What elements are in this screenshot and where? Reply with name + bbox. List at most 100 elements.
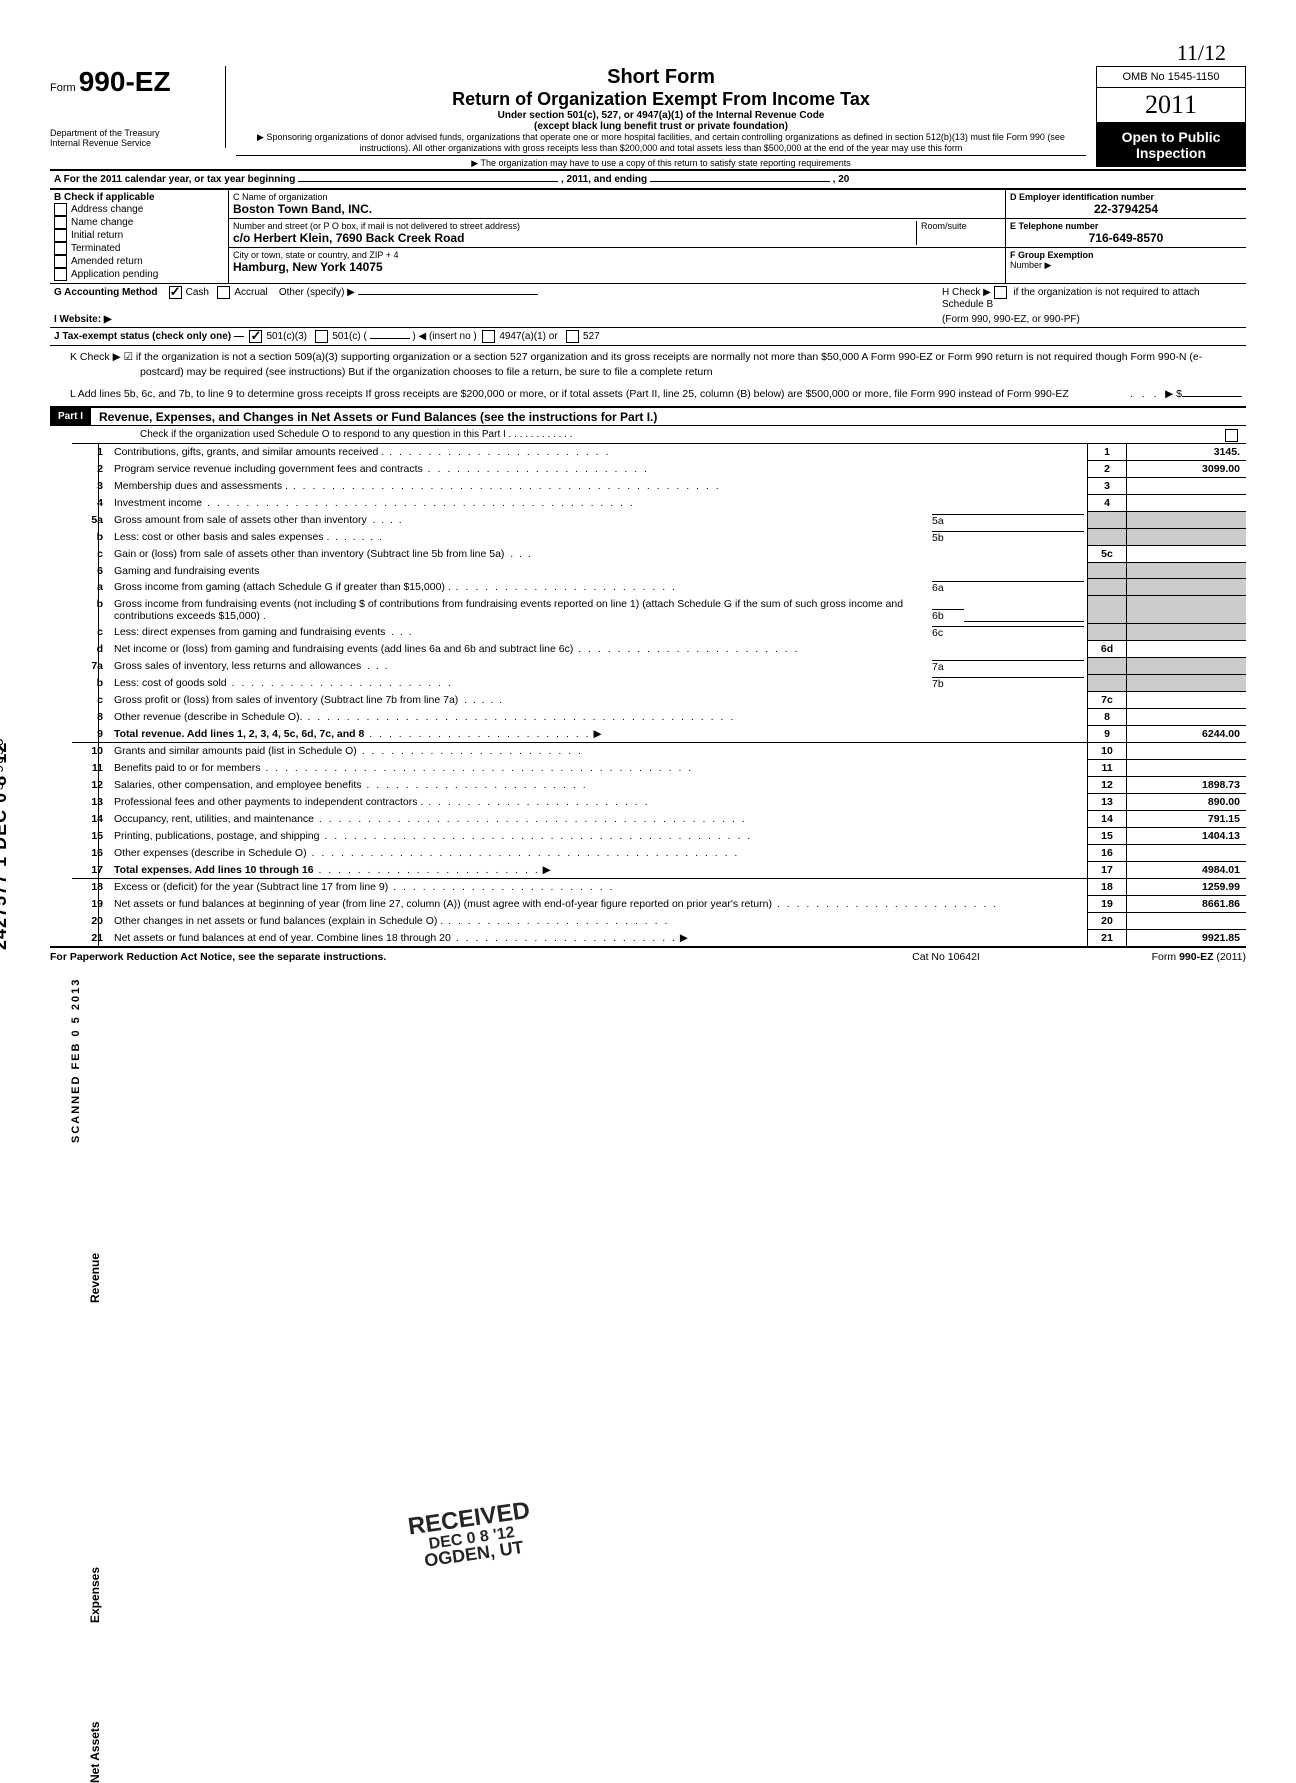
chk-4947[interactable] — [482, 330, 495, 343]
stamp-l3: OGDEN, UT — [412, 1537, 536, 1571]
row-j: J Tax-exempt status (check only one) — 5… — [50, 327, 1246, 345]
desc-17: Total expenses. Add lines 10 through 16 — [114, 864, 314, 876]
chk-initial[interactable] — [54, 229, 67, 242]
desc-7b: Less: cost of goods sold — [114, 677, 227, 689]
chk-schedule-o[interactable] — [1225, 429, 1238, 442]
rv-7c — [1127, 692, 1247, 709]
rn-10: 10 — [1088, 743, 1127, 760]
ln-21: 21 — [72, 930, 111, 947]
title-note1: ▶ Sponsoring organizations of donor advi… — [236, 132, 1086, 153]
desc-15: Printing, publications, postage, and shi… — [114, 830, 319, 842]
org-address: c/o Herbert Klein, 7690 Back Creek Road — [233, 231, 916, 245]
rn-11: 11 — [1088, 760, 1127, 777]
j-e: 527 — [583, 331, 600, 342]
desc-19: Net assets or fund balances at beginning… — [114, 898, 772, 910]
rv-18: 1259.99 — [1127, 879, 1247, 896]
desc-21: Net assets or fund balances at end of ye… — [114, 932, 451, 944]
ln-17: 17 — [72, 862, 111, 879]
desc-11: Benefits paid to or for members — [114, 762, 260, 774]
rn-5c: 5c — [1088, 546, 1127, 563]
mn-7a: 7a — [932, 660, 964, 673]
stamp-l2: DEC 0 8 '12 — [410, 1522, 534, 1554]
rn-19: 19 — [1088, 896, 1127, 913]
ln-18: 18 — [72, 879, 111, 896]
ln-19: 19 — [72, 896, 111, 913]
part1-title: Revenue, Expenses, and Changes in Net As… — [91, 410, 657, 424]
para-l: L Add lines 5b, 6c, and 7b, to line 9 to… — [50, 383, 1246, 406]
side-revenue: Revenue — [88, 1253, 102, 1303]
chk-h[interactable] — [994, 286, 1007, 299]
j-label: J Tax-exempt status (check only one) — — [54, 331, 244, 342]
desc-10: Grants and similar amounts paid (list in… — [114, 745, 357, 757]
rv-17: 4984.01 — [1127, 862, 1247, 879]
rv-20 — [1127, 913, 1247, 930]
part1-label: Part I — [50, 408, 91, 425]
ln-5b: b — [72, 529, 111, 546]
side-scanned: SCANNED FEB 0 5 2013 — [70, 978, 82, 1143]
rn-13: 13 — [1088, 794, 1127, 811]
part1-header: Part I Revenue, Expenses, and Changes in… — [50, 406, 1246, 425]
g-other: Other (specify) ▶ — [279, 287, 355, 298]
ln-9: 9 — [72, 726, 111, 743]
dept-treasury: Department of the Treasury — [50, 128, 220, 138]
ln-6b: b — [72, 596, 111, 624]
l-arrow: ▶ $ — [1165, 388, 1182, 400]
rn-8: 8 — [1088, 709, 1127, 726]
chk-address[interactable] — [54, 203, 67, 216]
chk-name[interactable] — [54, 216, 67, 229]
rn-16: 16 — [1088, 845, 1127, 862]
chk-501c3[interactable] — [249, 330, 262, 343]
desc-6c: Less: direct expenses from gaming and fu… — [114, 626, 385, 638]
form-prefix: Form — [50, 82, 76, 94]
rv-13: 890.00 — [1127, 794, 1247, 811]
rv-2: 3099.00 — [1127, 461, 1247, 478]
chk-accrual[interactable] — [217, 286, 230, 299]
ln-10: 10 — [72, 743, 111, 760]
row-a: A For the 2011 calendar year, or tax yea… — [50, 169, 1246, 188]
rn-17: 17 — [1088, 862, 1127, 879]
b-item-5: Application pending — [71, 269, 158, 280]
rn-12: 12 — [1088, 777, 1127, 794]
rn-2: 2 — [1088, 461, 1127, 478]
form-number-value: 990-EZ — [79, 66, 171, 97]
omb-number: OMB No 1545-1150 — [1096, 66, 1246, 88]
rv-14: 791.15 — [1127, 811, 1247, 828]
chk-terminated[interactable] — [54, 242, 67, 255]
desc-9: Total revenue. Add lines 1, 2, 3, 4, 5c,… — [114, 728, 364, 740]
open-inspection: Open to Public Inspection — [1096, 123, 1246, 167]
side-netassets: Net Assets — [88, 1721, 102, 1783]
ln-8: 8 — [72, 709, 111, 726]
chk-amended[interactable] — [54, 255, 67, 268]
rv-1: 3145. — [1127, 444, 1247, 461]
chk-501c[interactable] — [315, 330, 328, 343]
chk-pending[interactable] — [54, 268, 67, 281]
rv-10 — [1127, 743, 1247, 760]
rv-12: 1898.73 — [1127, 777, 1247, 794]
dept-irs: Internal Revenue Service — [50, 138, 220, 148]
rv-3 — [1127, 478, 1247, 495]
b-item-3: Terminated — [71, 243, 120, 254]
rn-9: 9 — [1088, 726, 1127, 743]
desc-6: Gaming and fundraising events — [111, 563, 1088, 579]
desc-13: Professional fees and other payments to … — [114, 796, 423, 808]
chk-cash[interactable] — [169, 286, 182, 299]
lines-table-wrap: SCANNED FEB 0 5 2013 Revenue Expenses Ne… — [50, 443, 1246, 946]
desc-5b: Less: cost or other basis and sales expe… — [114, 531, 329, 543]
f-label: F Group Exemption — [1010, 250, 1242, 260]
part1-checkline-text: Check if the organization used Schedule … — [140, 429, 572, 440]
desc-5c: Gain or (loss) from sale of assets other… — [114, 548, 504, 560]
chk-527[interactable] — [566, 330, 579, 343]
ln-7c: c — [72, 692, 111, 709]
ln-16: 16 — [72, 845, 111, 862]
footer-right: Form 990-EZ (2011) — [1046, 951, 1246, 963]
mn-7b: 7b — [932, 677, 964, 690]
mn-5a: 5a — [932, 514, 964, 527]
ln-6d: d — [72, 641, 111, 658]
desc-3: Membership dues and assessments . — [114, 480, 288, 492]
ein: 22-3794254 — [1010, 202, 1242, 216]
rn-14: 14 — [1088, 811, 1127, 828]
rn-4: 4 — [1088, 495, 1127, 512]
mn-6b: 6b — [932, 609, 964, 622]
ln-20: 20 — [72, 913, 111, 930]
desc-1: Contributions, gifts, grants, and simila… — [114, 446, 384, 458]
